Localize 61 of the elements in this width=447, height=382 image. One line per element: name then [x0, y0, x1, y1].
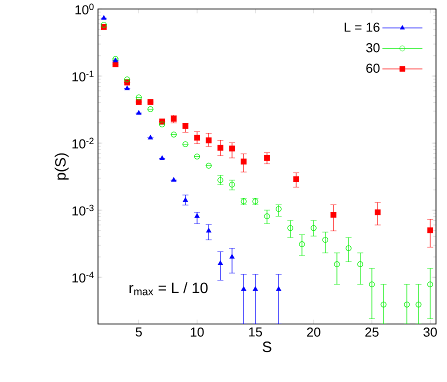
point	[293, 176, 300, 182]
point	[124, 86, 130, 90]
point	[159, 121, 166, 128]
point	[240, 158, 247, 164]
point	[427, 227, 434, 234]
point	[310, 225, 317, 231]
legend-label: 30	[366, 43, 380, 52]
x-tick-label: 25	[365, 328, 379, 337]
point	[148, 134, 153, 140]
x-tick-label: 5	[136, 328, 142, 337]
point	[252, 286, 258, 291]
point	[357, 261, 364, 268]
point	[136, 94, 142, 100]
point	[264, 155, 270, 161]
point	[427, 281, 434, 288]
point	[170, 132, 177, 138]
x-tick-label: 15	[249, 328, 262, 337]
point	[299, 241, 305, 248]
point	[171, 177, 176, 182]
point	[217, 177, 224, 184]
y-axis-title: p(S)	[54, 153, 69, 180]
point	[241, 286, 246, 291]
point	[194, 154, 200, 160]
point	[229, 182, 235, 188]
point	[206, 228, 212, 232]
point	[229, 254, 235, 259]
point	[148, 106, 154, 112]
point	[374, 209, 381, 216]
point	[182, 197, 188, 202]
legend-label: 60	[366, 64, 380, 73]
point	[206, 162, 212, 169]
point	[276, 286, 282, 291]
x-axis-title: S	[262, 342, 272, 352]
point	[218, 260, 223, 266]
legend-label: L = 16	[344, 22, 380, 32]
point	[112, 61, 118, 68]
y-tick-label: 10$^{-1}$	[72, 70, 94, 82]
point	[136, 110, 142, 115]
x-tick-label: 20	[307, 328, 320, 337]
point	[182, 123, 188, 129]
point	[322, 236, 328, 243]
point	[194, 134, 200, 141]
x-tick-label: 30	[423, 328, 437, 337]
point	[148, 99, 154, 105]
point	[101, 15, 106, 20]
y-tick-label: 10$^{0}$	[76, 4, 94, 14]
point	[100, 22, 107, 28]
point	[264, 213, 270, 220]
annotation: r$_{max}$ = L / 10	[130, 282, 208, 296]
point	[160, 156, 165, 160]
point	[229, 146, 235, 152]
point	[346, 245, 352, 252]
point	[217, 144, 224, 151]
point	[182, 141, 188, 148]
y-tick-label: 10$^{-2}$	[72, 138, 94, 148]
point	[330, 212, 336, 218]
y-tick-label: 10$^{-4}$	[72, 272, 94, 282]
x-tick-label: 10	[190, 328, 204, 337]
y-tick-label: 10$^{-3}$	[72, 204, 94, 216]
point	[124, 76, 130, 82]
point	[206, 137, 212, 144]
